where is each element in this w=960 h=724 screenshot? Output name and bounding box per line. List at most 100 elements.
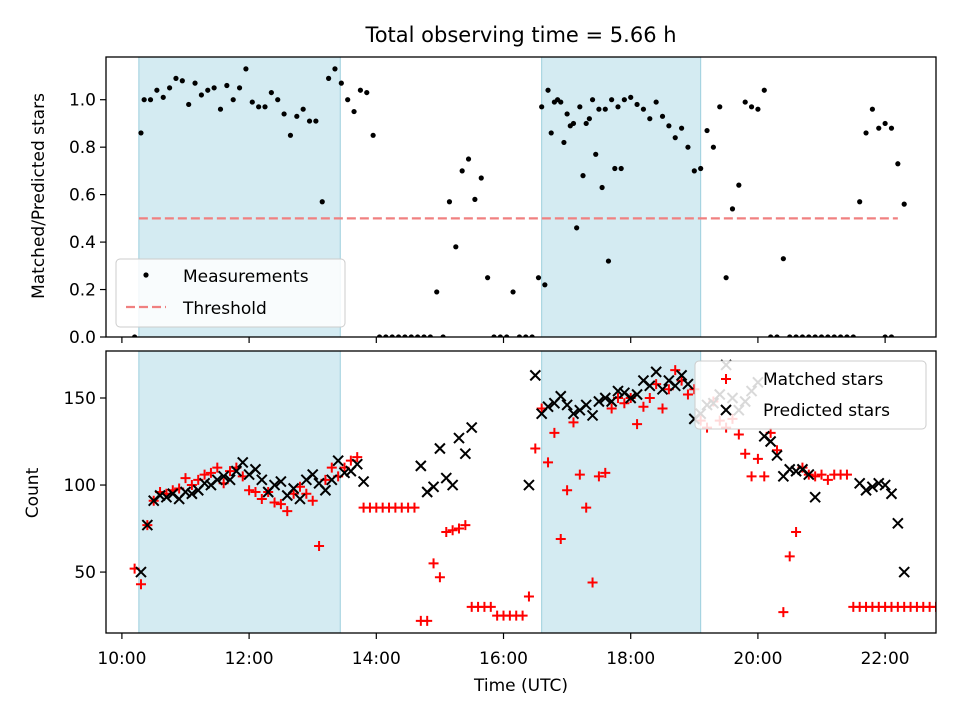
top-dot-point-0-100 — [678, 125, 685, 131]
top-dot-point-0-65 — [542, 282, 548, 288]
bottom-x-point-1-25 — [294, 493, 306, 505]
bottom-plus-point-0-109 — [822, 474, 833, 485]
bottom-x-point-1-48 — [542, 400, 554, 413]
bottom-plus-point-0-79 — [632, 419, 643, 430]
top-dot-point-0-131 — [876, 125, 882, 131]
bottom-x-point-1-97 — [892, 517, 904, 530]
top-dot-point-0-111 — [748, 104, 755, 110]
x-axis-label: Time (UTC) — [473, 676, 568, 696]
bottom-x-point-1-34 — [351, 458, 363, 470]
top-dot-point-0-18 — [243, 66, 249, 72]
bottom-x-point-1-86 — [784, 463, 796, 476]
top-dot-point-0-86 — [589, 97, 596, 103]
bottom-x-point-1-31 — [332, 454, 344, 467]
bottom-x-point-1-66 — [656, 383, 669, 396]
top-dot-point-0-137 — [901, 201, 907, 207]
top-dot-point-0-129 — [863, 130, 869, 136]
bottom-x-point-1-84 — [771, 449, 783, 462]
bottom-x-point-1-42 — [453, 432, 465, 444]
bottom-plus-point-0-24 — [282, 506, 293, 517]
top-dot-point-0-79 — [545, 87, 551, 93]
top-dot-point-0-20 — [256, 104, 262, 110]
bottom-x-point-1-18 — [249, 463, 262, 476]
bottom-x-point-1-50 — [555, 390, 567, 402]
legend-measurements-marker — [143, 272, 149, 278]
top-dot-point-0-104 — [704, 127, 710, 134]
bottom-x-point-1-45 — [523, 479, 535, 491]
top-dot-point-0-54 — [472, 196, 478, 202]
top-dot-point-0-38 — [370, 132, 376, 138]
bottom-x-point-1-8 — [186, 488, 198, 500]
top-dot-point-0-8 — [179, 78, 185, 84]
top-ytick-label-1: 0.2 — [69, 281, 96, 301]
bottom-x-point-1-30 — [326, 474, 338, 486]
bottom-plus-point-0-51 — [453, 523, 464, 534]
top-dot-point-0-33 — [338, 80, 344, 86]
top-shaded-interval-1 — [541, 57, 702, 337]
bottom-plus-point-0-27 — [301, 488, 312, 499]
bottom-plus-point-0-95 — [733, 429, 744, 440]
top-dot-point-0-80 — [551, 99, 557, 105]
legend-matched-label: Matched stars — [763, 370, 883, 390]
top-dot-point-0-116 — [780, 256, 786, 262]
bottom-plus-point-0-52 — [460, 520, 471, 531]
xtick-label-5: 20:00 — [733, 649, 782, 669]
top-dot-point-0-75 — [605, 258, 612, 264]
top-dot-point-0-130 — [869, 106, 875, 112]
top-dot-point-0-6 — [167, 85, 173, 91]
bottom-plus-point-0-70 — [574, 469, 585, 480]
chart-title: Total observing time = 5.66 h — [364, 23, 676, 47]
xtick-label-1: 12:00 — [225, 649, 274, 669]
top-dot-point-0-102 — [691, 168, 697, 174]
top-dot-point-0-3 — [147, 97, 154, 103]
bottom-plus-point-0-129 — [950, 553, 960, 563]
top-dot-point-0-98 — [666, 123, 672, 129]
top-dot-point-0-84 — [577, 104, 583, 110]
bottom-y-axis-label: Count — [23, 467, 43, 518]
top-dot-point-0-15 — [224, 82, 230, 89]
top-dot-point-0-113 — [761, 87, 767, 93]
bottom-x-point-1-65 — [650, 366, 662, 378]
bottom-plus-point-0-83 — [657, 403, 668, 414]
bottom-x-point-1-51 — [561, 399, 573, 411]
top-dot-point-0-5 — [160, 94, 166, 100]
legend-measurements-label: Measurements — [183, 267, 309, 287]
bottom-x-point-1-24 — [287, 482, 300, 495]
bottom-x-point-1-3 — [154, 489, 166, 502]
bottom-plus-point-0-63 — [530, 443, 541, 454]
bottom-x-point-1-54 — [580, 399, 592, 411]
top-dot-point-0-97 — [659, 113, 666, 119]
bottom-x-point-1-29 — [319, 484, 332, 496]
bottom-plus-point-0-72 — [587, 577, 598, 588]
bottom-panel: 50 100 150 10:00 12:00 14:00 16:00 18:00 20:00 22… — [64, 350, 960, 669]
bottom-plus-point-0-96 — [740, 448, 751, 459]
top-dot-point-0-91 — [621, 97, 627, 103]
top-dot-point-0-88 — [602, 106, 608, 112]
top-dot-point-0-36 — [357, 87, 364, 93]
top-dot-point-0-94 — [640, 106, 647, 112]
bottom-plus-point-0-87 — [682, 389, 693, 400]
bottom-x-point-1-68 — [669, 380, 681, 392]
bottom-legend: Matched stars Predicted stars — [694, 360, 927, 430]
bottom-x-point-1-87 — [790, 465, 802, 477]
bottom-plus-point-0-49 — [441, 527, 452, 538]
top-ytick-label-3: 0.6 — [69, 186, 96, 206]
xtick-label-4: 18:00 — [606, 649, 655, 669]
bottom-x-point-1-70 — [682, 378, 694, 390]
bottom-x-point-1-27 — [306, 468, 319, 481]
top-dot-point-0-28 — [306, 118, 313, 124]
bottom-x-point-1-96 — [885, 488, 898, 500]
bottom-plus-point-0-80 — [638, 401, 649, 412]
bottom-x-point-1-56 — [593, 395, 605, 408]
bottom-plus-point-0-112 — [841, 469, 852, 480]
top-dot-point-0-107 — [723, 275, 729, 281]
bottom-plus-point-0-22 — [269, 497, 280, 508]
bottom-plus-point-0-130 — [956, 508, 960, 518]
top-dot-point-0-105 — [710, 144, 716, 150]
bottom-plus-point-0-73 — [593, 471, 604, 482]
top-dot-point-0-85 — [583, 120, 589, 127]
bottom-plus-point-0-103 — [784, 551, 795, 562]
bottom-plus-point-0-44 — [409, 502, 420, 513]
legend-matched-marker — [721, 374, 731, 384]
top-dot-point-0-82 — [564, 111, 570, 117]
